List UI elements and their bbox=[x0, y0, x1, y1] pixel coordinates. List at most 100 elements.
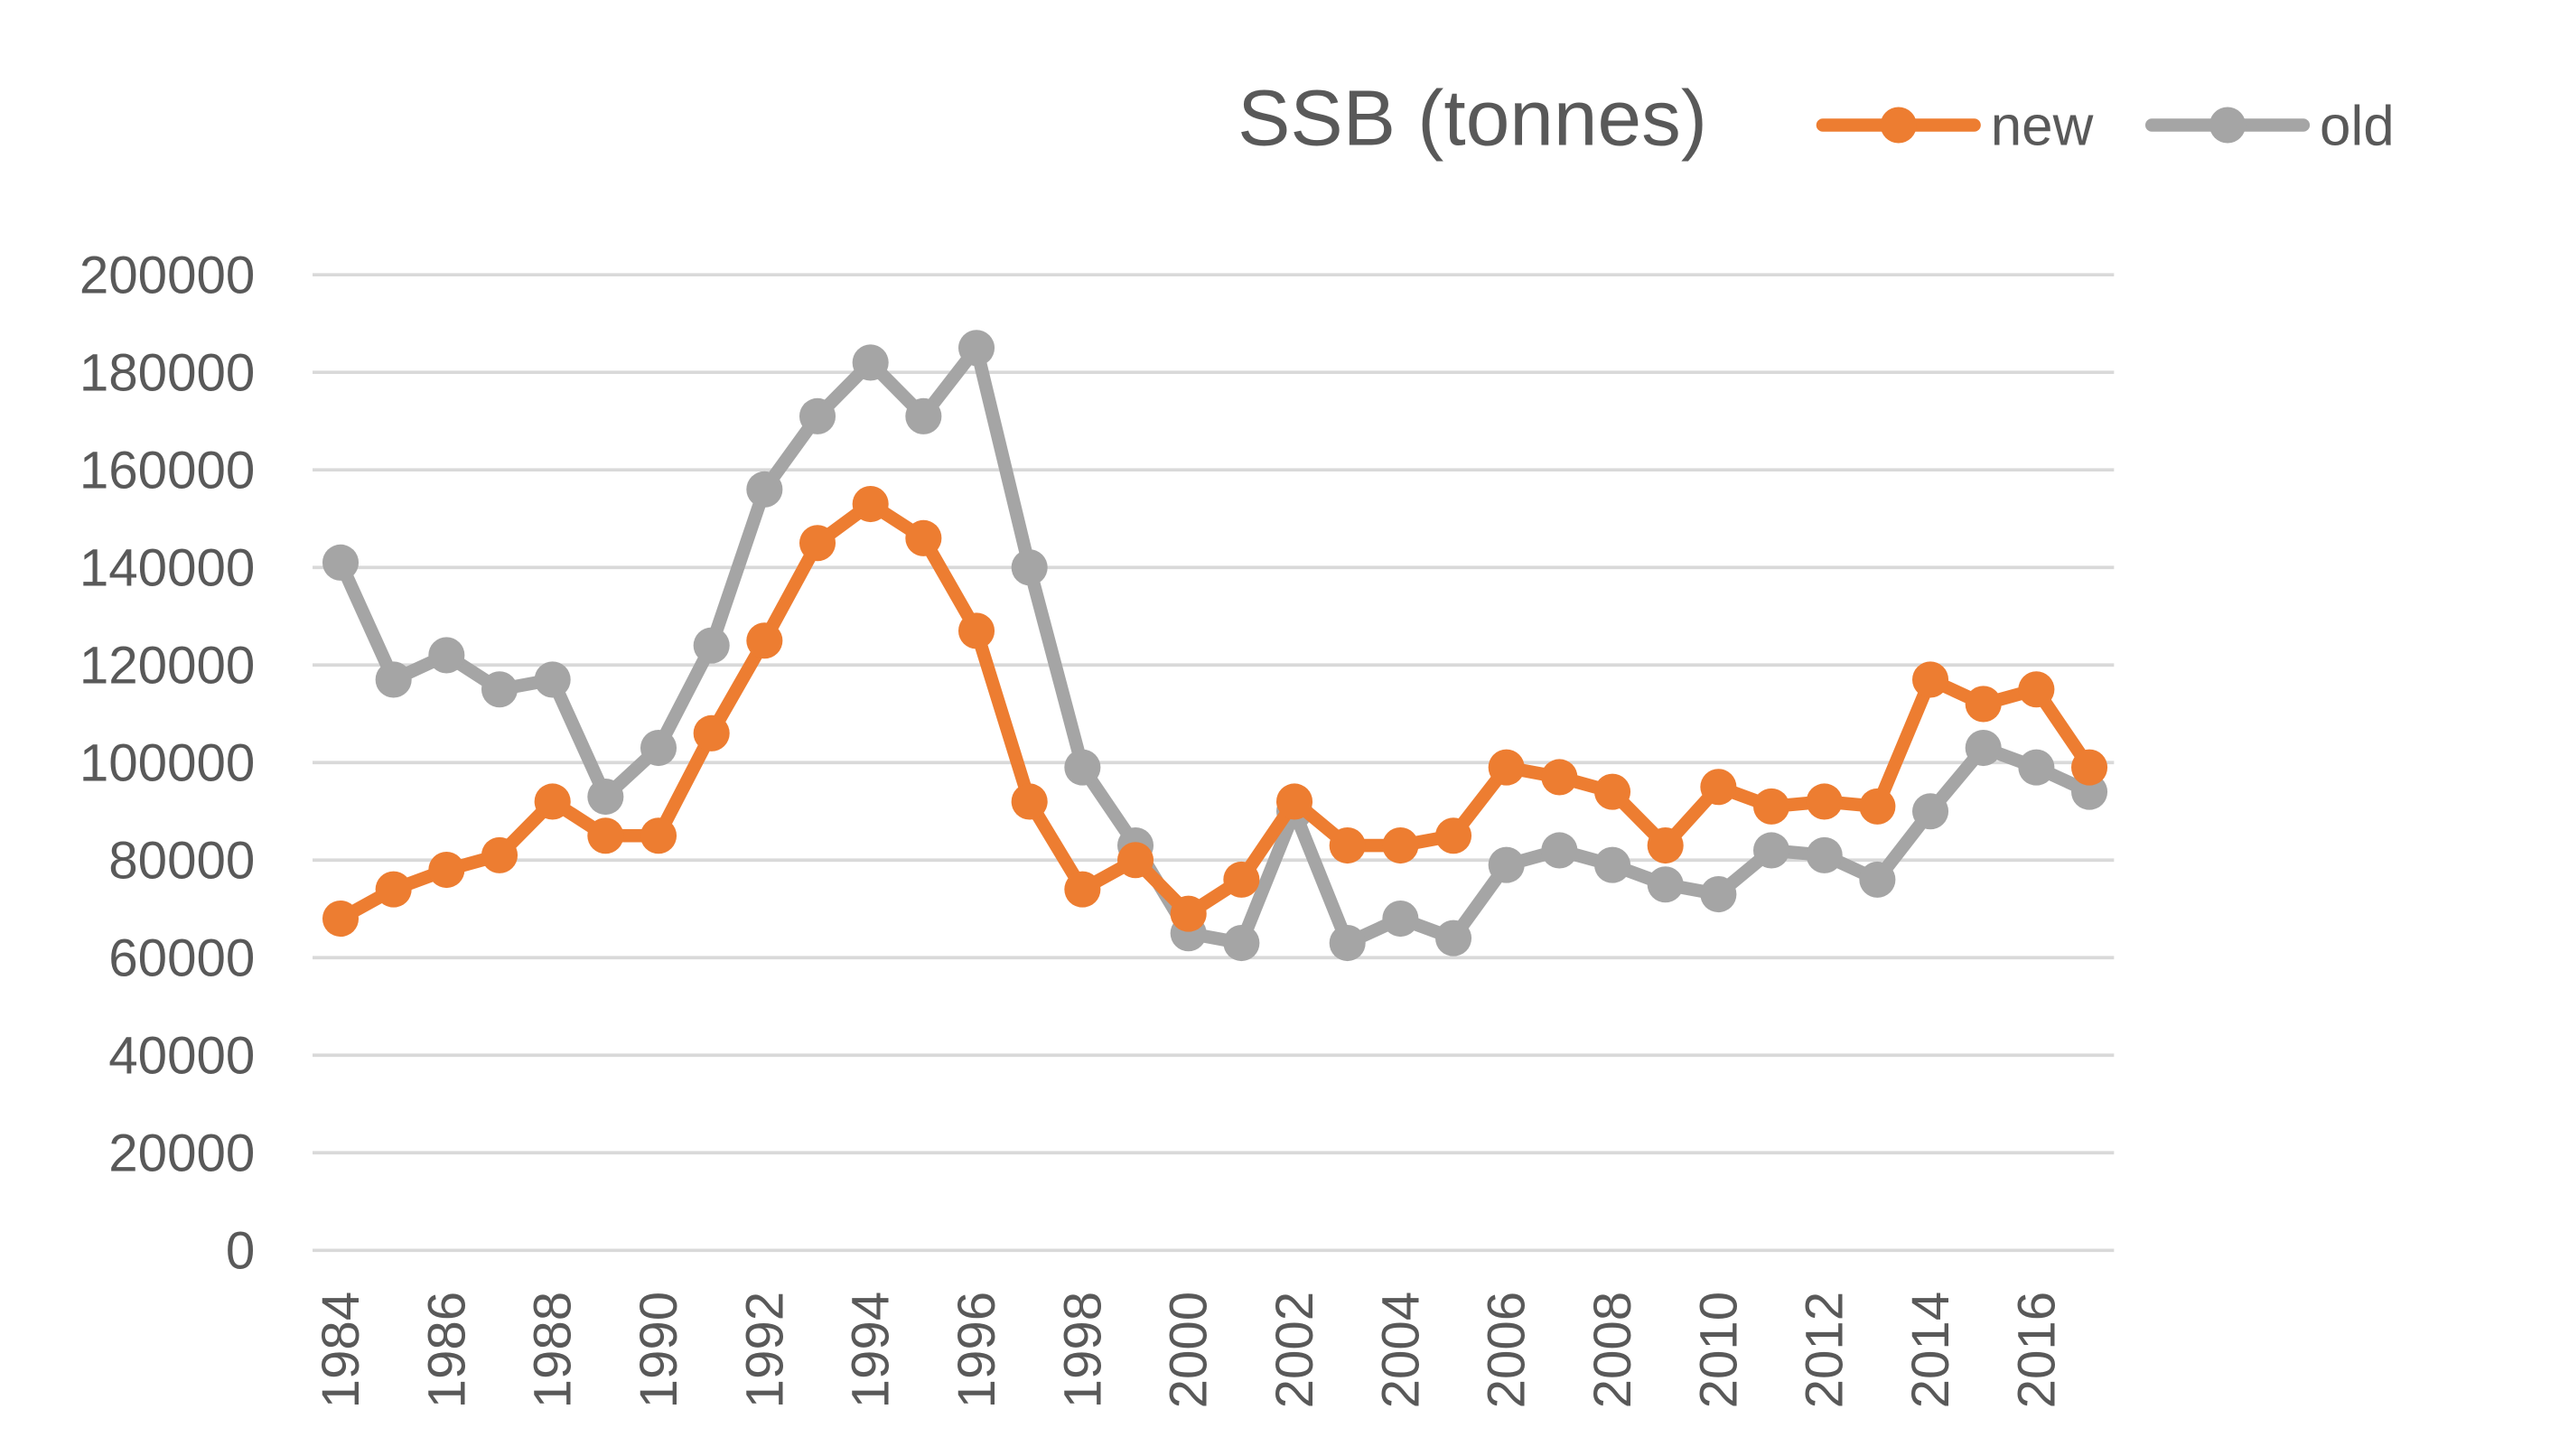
x-tick-label: 1996 bbox=[948, 1292, 1006, 1409]
legend: new old bbox=[1816, 95, 2395, 157]
y-tick-label: 80000 bbox=[108, 831, 255, 890]
y-tick-label: 120000 bbox=[79, 636, 255, 695]
x-tick-label: 2008 bbox=[1583, 1292, 1642, 1409]
data-point-new-1990 bbox=[640, 817, 677, 854]
y-tick-label: 0 bbox=[226, 1221, 255, 1280]
data-point-new-1992 bbox=[746, 622, 783, 659]
data-point-new-2012 bbox=[1806, 783, 1843, 820]
data-point-old-1987 bbox=[481, 671, 518, 708]
data-point-new-1987 bbox=[481, 836, 518, 873]
data-point-old-1995 bbox=[905, 397, 942, 434]
x-tick-label: 1986 bbox=[417, 1292, 476, 1409]
data-point-new-1999 bbox=[1116, 842, 1154, 879]
legend-label-old: old bbox=[2320, 95, 2395, 157]
x-tick-label: 2000 bbox=[1160, 1292, 1219, 1409]
x-tick-label: 2012 bbox=[1796, 1292, 1854, 1409]
x-tick-label: 1990 bbox=[630, 1292, 688, 1409]
data-point-old-1989 bbox=[587, 779, 624, 816]
y-tick-label: 140000 bbox=[79, 538, 255, 597]
data-point-old-1990 bbox=[640, 730, 677, 767]
data-point-new-1993 bbox=[799, 525, 836, 562]
data-point-new-1996 bbox=[957, 612, 995, 649]
data-point-old-2011 bbox=[1752, 832, 1790, 869]
data-point-old-2001 bbox=[1223, 925, 1260, 962]
data-point-new-2017 bbox=[2071, 749, 2108, 786]
data-point-old-2016 bbox=[2018, 749, 2055, 786]
data-point-new-2008 bbox=[1593, 773, 1631, 810]
data-point-old-2010 bbox=[1700, 876, 1737, 913]
data-point-new-2009 bbox=[1647, 827, 1684, 864]
data-point-new-1984 bbox=[322, 901, 360, 938]
legend-marker-old bbox=[2209, 107, 2246, 144]
data-point-old-2004 bbox=[1382, 901, 1419, 938]
y-tick-label: 20000 bbox=[108, 1124, 255, 1182]
data-point-old-2013 bbox=[1859, 861, 1896, 898]
chart-title: SSB (tonnes) bbox=[1238, 73, 1707, 162]
data-point-new-2007 bbox=[1541, 759, 1578, 796]
y-axis-ticks: 0 20000 40000 60000 80000 100000 120000 140000 1… bbox=[79, 246, 255, 1280]
data-point-new-1985 bbox=[375, 871, 412, 908]
x-tick-label: 1984 bbox=[312, 1292, 370, 1409]
legend-marker-new bbox=[1880, 107, 1917, 144]
legend-label-new: new bbox=[1991, 95, 2094, 157]
data-point-old-1985 bbox=[375, 661, 412, 698]
series-new bbox=[322, 486, 2108, 938]
series-line-old bbox=[334, 341, 2093, 950]
x-tick-label: 1994 bbox=[842, 1292, 901, 1409]
data-point-old-2003 bbox=[1329, 925, 1366, 962]
data-point-old-2005 bbox=[1434, 919, 1472, 957]
data-point-old-1993 bbox=[799, 397, 836, 434]
data-point-old-2007 bbox=[1541, 832, 1578, 869]
data-point-new-2002 bbox=[1275, 783, 1313, 820]
data-point-new-2005 bbox=[1434, 817, 1472, 854]
data-point-new-1988 bbox=[534, 783, 571, 820]
data-point-new-2010 bbox=[1700, 769, 1737, 806]
data-point-old-2015 bbox=[1965, 730, 2002, 767]
data-point-old-1997 bbox=[1011, 549, 1048, 586]
gridlines bbox=[313, 273, 2115, 1253]
x-tick-label: 2014 bbox=[1901, 1292, 1960, 1409]
x-tick-label: 2010 bbox=[1689, 1292, 1748, 1409]
data-point-new-1991 bbox=[693, 714, 730, 751]
x-tick-label: 2016 bbox=[2007, 1292, 2066, 1409]
y-tick-label: 60000 bbox=[108, 929, 255, 987]
data-point-old-1986 bbox=[428, 637, 465, 674]
data-point-old-1991 bbox=[693, 627, 730, 664]
y-tick-label: 200000 bbox=[79, 246, 255, 304]
data-point-new-1989 bbox=[587, 817, 624, 854]
x-tick-label: 2006 bbox=[1478, 1292, 1537, 1409]
x-tick-label: 1988 bbox=[524, 1292, 583, 1409]
data-point-new-2000 bbox=[1170, 895, 1207, 932]
y-tick-label: 160000 bbox=[79, 441, 255, 499]
data-point-new-2013 bbox=[1859, 788, 1896, 825]
data-point-old-2012 bbox=[1806, 836, 1843, 873]
data-point-new-2001 bbox=[1223, 861, 1260, 898]
data-point-old-1992 bbox=[746, 471, 783, 508]
data-point-new-1994 bbox=[852, 486, 889, 523]
x-tick-label: 2004 bbox=[1371, 1292, 1430, 1409]
y-tick-label: 180000 bbox=[79, 343, 255, 402]
data-point-old-2009 bbox=[1647, 866, 1684, 903]
y-tick-label: 100000 bbox=[79, 733, 255, 792]
data-point-new-2015 bbox=[1965, 686, 2002, 723]
y-tick-label: 40000 bbox=[108, 1026, 255, 1085]
data-point-old-1988 bbox=[534, 661, 571, 698]
data-point-new-1997 bbox=[1011, 783, 1048, 820]
data-point-new-2003 bbox=[1329, 827, 1366, 864]
data-point-old-2008 bbox=[1593, 846, 1631, 883]
data-point-old-1994 bbox=[852, 344, 889, 381]
data-point-new-2016 bbox=[2018, 671, 2055, 708]
x-tick-label: 1992 bbox=[735, 1292, 794, 1409]
data-point-old-1998 bbox=[1064, 749, 1101, 786]
series-group bbox=[322, 330, 2108, 962]
data-point-new-2004 bbox=[1382, 827, 1419, 864]
data-point-new-2011 bbox=[1752, 788, 1790, 825]
x-tick-label: 2002 bbox=[1266, 1292, 1324, 1409]
x-tick-label: 1998 bbox=[1053, 1292, 1112, 1409]
data-point-new-2006 bbox=[1488, 749, 1525, 786]
data-point-new-1995 bbox=[905, 519, 942, 556]
series-line-new bbox=[337, 497, 2096, 925]
x-axis-ticks: 1984 1986 1988 1990 1992 1994 1996 1998 2000 2002… bbox=[312, 1292, 2066, 1409]
data-point-new-1986 bbox=[428, 852, 465, 889]
